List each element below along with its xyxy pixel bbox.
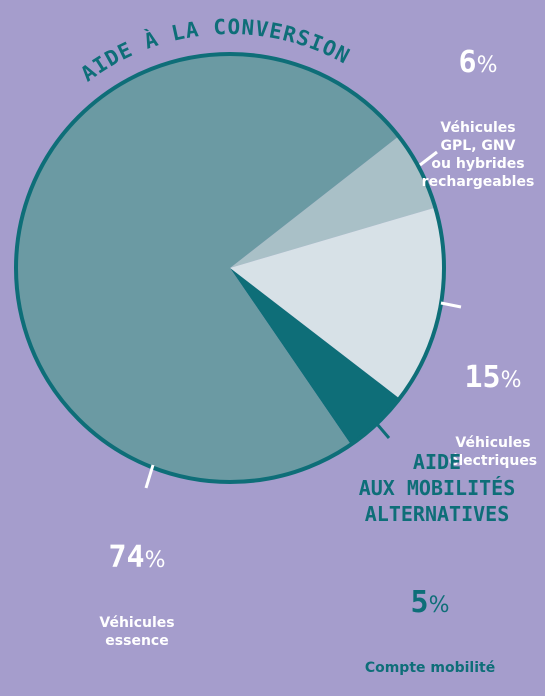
category-label: Véhicules GPL, GNV ou hybrides rechargea… bbox=[421, 120, 535, 190]
label-3: 74% Véhicules essence bbox=[99, 505, 174, 669]
leader bbox=[375, 423, 391, 439]
unit: % bbox=[476, 53, 498, 78]
annotation: AIDE AUX MOBILITÉS ALTERNATIVES bbox=[358, 450, 516, 526]
chart: AIDE À LA CONVERSION bbox=[14, 15, 462, 489]
slice bbox=[230, 136, 436, 268]
leader bbox=[440, 301, 462, 309]
slice bbox=[230, 268, 400, 445]
value-label: 74% bbox=[99, 543, 174, 576]
unit: % bbox=[500, 368, 522, 393]
pie-border bbox=[14, 52, 446, 484]
category-label: Véhicules essence bbox=[99, 615, 175, 649]
label-1: 15% Véhicules électriques bbox=[449, 325, 537, 489]
page: AIDE À LA CONVERSION 6% Véhicules GPL, G… bbox=[14, 10, 538, 676]
leader bbox=[419, 150, 438, 167]
label-0: 6% Véhicules GPL, GNV ou hybrides rechar… bbox=[422, 10, 535, 210]
unit: % bbox=[144, 548, 166, 573]
slice bbox=[230, 207, 445, 399]
value: 74 bbox=[108, 540, 145, 575]
label-2: 5% Compte mobilité bbox=[365, 550, 495, 696]
unit: % bbox=[428, 593, 450, 618]
value-label: 6% bbox=[422, 48, 535, 81]
value-label: 5% bbox=[365, 588, 495, 621]
value: 5 bbox=[410, 585, 429, 620]
value-label: 15% bbox=[449, 363, 537, 396]
category-label: Compte mobilité bbox=[364, 660, 496, 676]
slice bbox=[15, 53, 399, 482]
slices bbox=[14, 52, 446, 484]
value: 6 bbox=[458, 45, 477, 80]
leader bbox=[144, 464, 155, 489]
category-label: Véhicules électriques bbox=[448, 435, 538, 469]
value: 15 bbox=[464, 360, 501, 395]
